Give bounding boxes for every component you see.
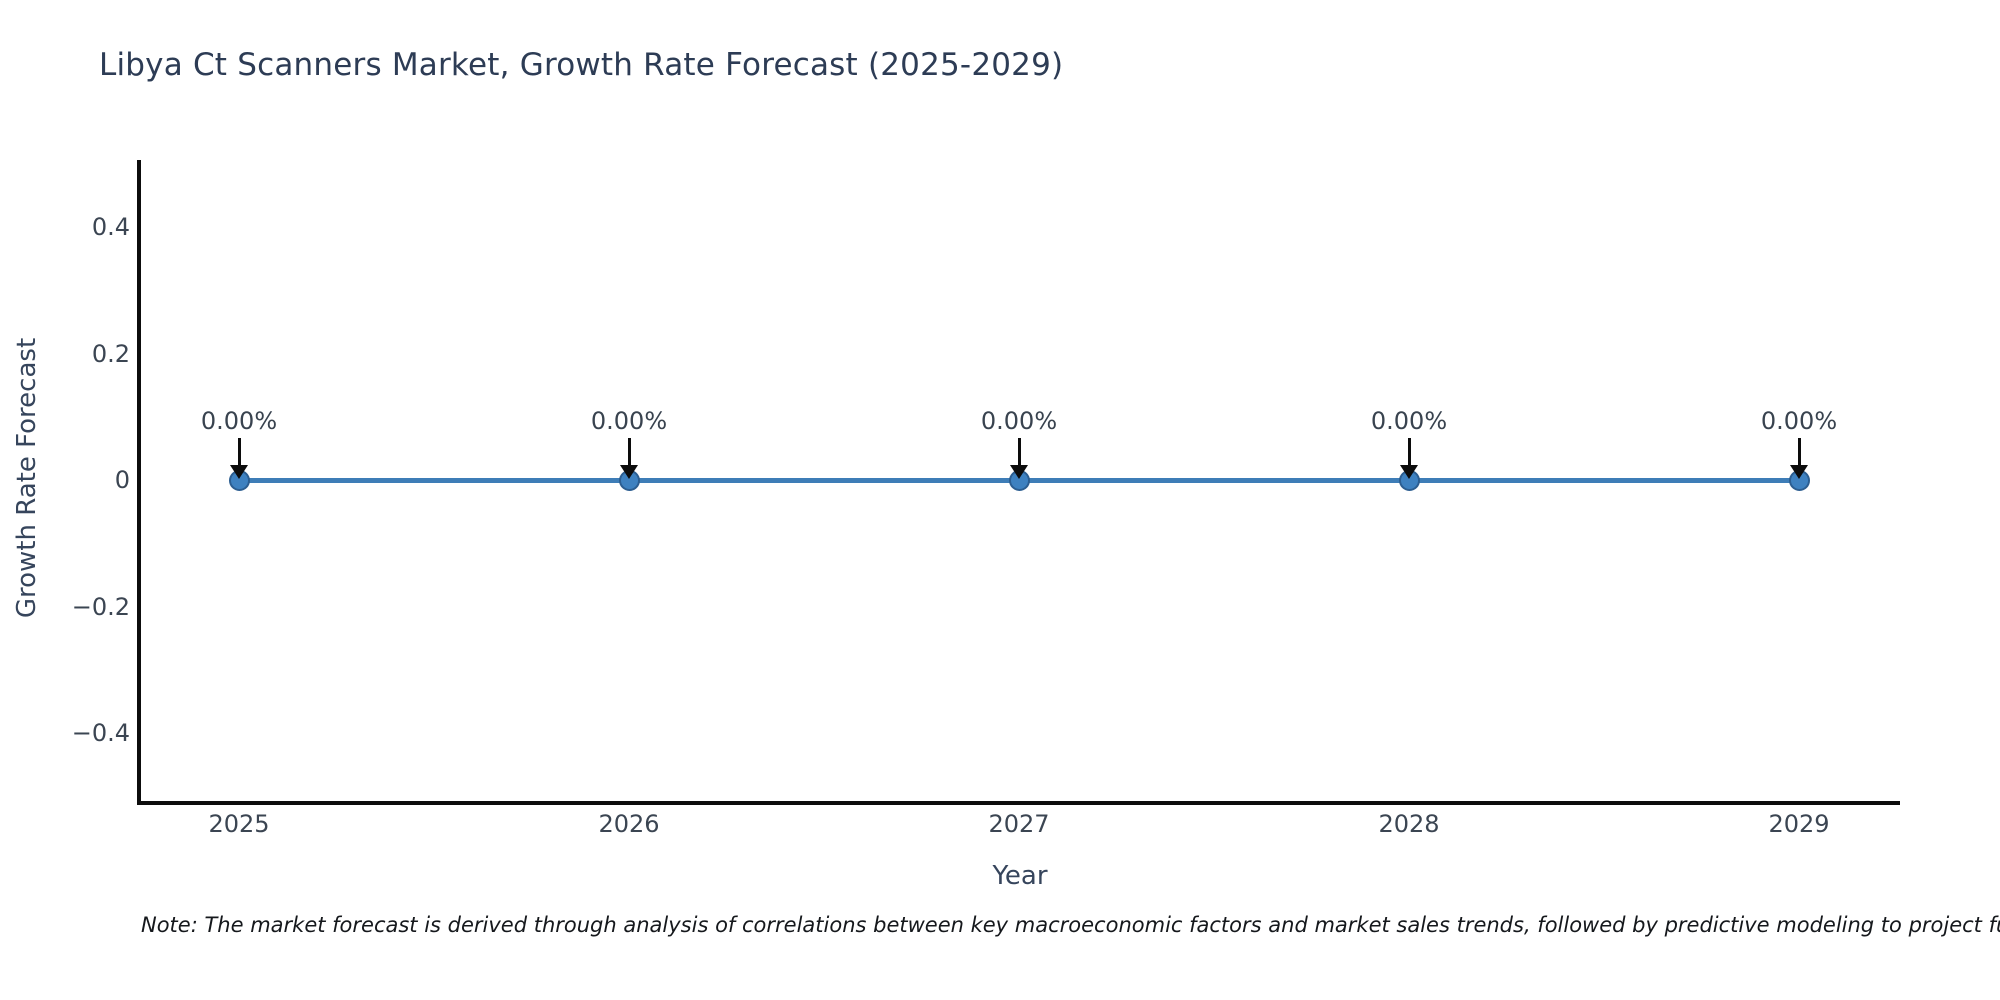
y-tick-label: 0 <box>114 466 130 494</box>
x-tick-label: 2025 <box>208 810 270 838</box>
y-tick-label: −0.4 <box>71 719 130 747</box>
annotation-arrow-head-icon <box>1400 465 1418 479</box>
annotation-arrow-shaft <box>1407 438 1411 465</box>
chart-title: Libya Ct Scanners Market, Growth Rate Fo… <box>99 47 1064 83</box>
annotation-label: 0.00% <box>200 407 278 435</box>
annotation-arrow-head-icon <box>1010 465 1028 479</box>
annotation-label: 0.00% <box>590 407 668 435</box>
x-tick-label: 2026 <box>598 810 660 838</box>
annotation-arrow-head-icon <box>620 465 638 479</box>
annotation-arrow-shaft <box>1797 438 1801 465</box>
annotation-label: 0.00% <box>980 407 1058 435</box>
x-tick-label: 2029 <box>1768 810 1830 838</box>
annotation-label: 0.00% <box>1370 407 1448 435</box>
annotation-arrow-shaft <box>627 438 631 465</box>
annotation-arrow-head-icon <box>230 465 248 479</box>
y-tick-label: 0.4 <box>91 213 130 241</box>
annotation-arrow-head-icon <box>1790 465 1808 479</box>
footnote-text: Note: The market forecast is derived thr… <box>141 913 2000 937</box>
annotation-arrow-shaft <box>1017 438 1021 465</box>
x-axis-spine <box>137 801 1900 805</box>
annotation-label: 0.00% <box>1760 407 1838 435</box>
x-tick-label: 2027 <box>988 810 1050 838</box>
y-tick-label: 0.2 <box>91 339 130 368</box>
y-axis-spine <box>137 160 141 805</box>
y-tick-label: −0.2 <box>71 592 130 621</box>
x-axis-title: Year <box>992 861 1048 891</box>
x-tick-label: 2028 <box>1378 810 1440 838</box>
annotation-arrow-shaft <box>237 438 241 465</box>
